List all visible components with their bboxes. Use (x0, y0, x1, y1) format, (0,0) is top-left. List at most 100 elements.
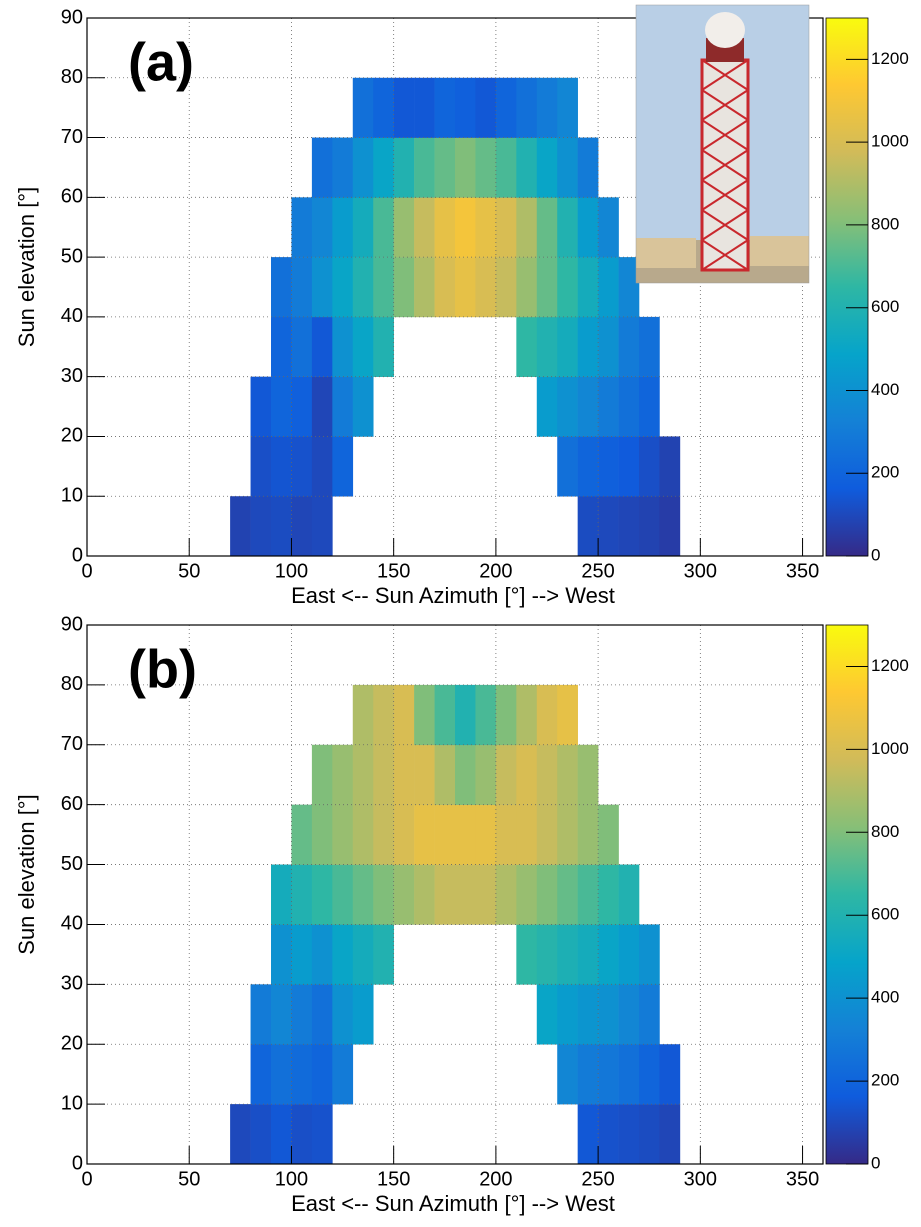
y-tick-label: 70 (61, 733, 83, 755)
heatmap-cell (639, 1104, 660, 1165)
heatmap-cell (557, 984, 578, 1045)
heatmap-cell (414, 804, 435, 865)
x-tick-label: 0 (81, 560, 92, 582)
colorbar-tick-label: 0 (871, 545, 880, 564)
heatmap-cell (618, 984, 640, 1045)
y-tick-label: 60 (61, 793, 83, 815)
heatmap-cell (271, 1044, 292, 1105)
heatmap-cell (455, 137, 476, 198)
heatmap-cell (393, 137, 415, 198)
tower-brace (701, 149, 749, 181)
heatmap-cell (475, 257, 497, 318)
heatmap-cell (495, 804, 517, 865)
y-tick-label: 10 (61, 1092, 83, 1114)
heatmap-cell (332, 257, 354, 318)
inset-photo (636, 5, 809, 283)
heatmap-cell (598, 864, 619, 925)
heatmap-cell (455, 257, 476, 318)
heatmap-cell (557, 744, 578, 805)
heatmap-cell (291, 1104, 313, 1165)
inset-frame (635, 4, 810, 284)
heatmap-cell (598, 197, 619, 258)
heatmap-cell (373, 864, 394, 925)
colorbar-tick-label: 400 (871, 380, 899, 399)
heatmap-cell (230, 496, 251, 557)
heatmap-cell (598, 257, 619, 318)
heatmap-cell (536, 804, 558, 865)
heatmap-cell (475, 804, 497, 865)
heatmap-cell (250, 436, 272, 497)
heatmap-cell (271, 316, 292, 377)
heatmap-cell (516, 137, 538, 198)
heatmap-cell (577, 436, 599, 497)
y-tick-label: 90 (61, 613, 83, 635)
heatmap-cell (639, 436, 660, 497)
heatmap-cell (475, 197, 497, 258)
heatmap-cell (291, 436, 313, 497)
heatmap-cell (516, 804, 538, 865)
heatmap-cell (291, 316, 313, 377)
heatmap-cell (393, 864, 415, 925)
x-tick-label: 100 (275, 1168, 308, 1190)
heatmap-cell (577, 864, 599, 925)
y-tick-label: 80 (61, 673, 83, 695)
heatmap-cell (639, 1044, 660, 1105)
heatmap-cell (271, 984, 292, 1045)
y-tick-label: 40 (61, 305, 83, 327)
y-tick-label: 0 (72, 1152, 83, 1174)
heatmap-cell (373, 137, 394, 198)
x-tick-label: 250 (581, 560, 614, 582)
heatmap-cell (434, 744, 456, 805)
heatmap-cell (577, 197, 599, 258)
colorbar-tick-label: 800 (871, 214, 899, 233)
heatmap-cell (516, 197, 538, 258)
heatmap-cell (659, 496, 681, 557)
heatmap-cell (618, 924, 640, 985)
x-axis-label: East <-- Sun Azimuth [°] --> West (291, 1191, 615, 1216)
heatmap-cell (639, 496, 660, 557)
heatmap-cell (455, 744, 476, 805)
colorbar-tick-label: 1000 (871, 739, 909, 758)
heatmap-cell (332, 864, 354, 925)
heatmap-cell (271, 436, 292, 497)
heatmap-cell (516, 864, 538, 925)
y-tick-label: 10 (61, 485, 83, 507)
heatmap-cell (455, 77, 476, 138)
heatmap-cell (516, 924, 538, 985)
colorbar-tick-label: 1200 (871, 49, 909, 68)
heatmap-cell (373, 77, 394, 138)
heatmap-cell (291, 1044, 313, 1105)
heatmap-cell (495, 137, 517, 198)
heatmap-cell (373, 804, 394, 865)
heatmap-cell (639, 316, 660, 377)
heatmap-cell (250, 984, 272, 1045)
y-tick-label: 70 (61, 126, 83, 148)
tower-brace (701, 89, 749, 121)
heatmap-cell (373, 316, 394, 377)
heatmap-cell (291, 197, 313, 258)
y-tick-label: 80 (61, 66, 83, 88)
heatmap-cell (352, 924, 374, 985)
heatmap-cell (414, 684, 435, 746)
heatmap-cell (475, 77, 497, 138)
heatmap-cell (557, 1044, 578, 1105)
heatmap-cell (557, 376, 578, 437)
x-tick-label: 350 (786, 560, 819, 582)
y-axis-label: Sun elevation [°] (14, 794, 39, 954)
tower-brace (701, 119, 749, 151)
heatmap-cell (557, 197, 578, 258)
y-tick-label: 90 (61, 6, 83, 28)
heatmap-cell (311, 197, 333, 258)
heatmap-cell (536, 376, 558, 437)
x-tick-label: 150 (377, 560, 410, 582)
heatmap-cell (495, 257, 517, 318)
heatmap-cell (434, 684, 456, 746)
heatmap-cell (639, 924, 660, 985)
heatmap-cell (352, 77, 374, 138)
heatmap-cell (598, 316, 619, 377)
heatmap-cell (291, 804, 313, 865)
heatmap-cell (332, 316, 354, 377)
heatmap-cell (332, 804, 354, 865)
heatmap-cell (536, 984, 558, 1045)
heatmap-cell (332, 436, 354, 497)
